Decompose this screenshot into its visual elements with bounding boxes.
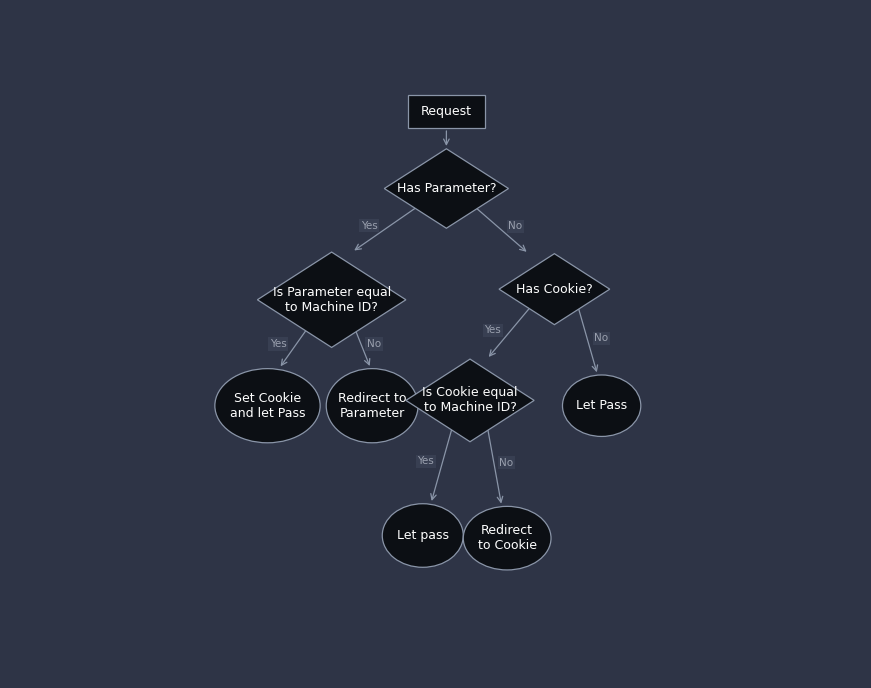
Ellipse shape: [563, 375, 641, 436]
Text: Yes: Yes: [484, 325, 501, 335]
Polygon shape: [384, 149, 509, 228]
Polygon shape: [499, 254, 610, 325]
Text: Redirect to
Parameter: Redirect to Parameter: [338, 391, 407, 420]
Text: Yes: Yes: [417, 456, 434, 466]
Ellipse shape: [327, 369, 418, 443]
Polygon shape: [258, 252, 406, 347]
Text: Yes: Yes: [270, 339, 287, 349]
Ellipse shape: [382, 504, 463, 568]
Text: No: No: [367, 339, 381, 349]
Text: Let pass: Let pass: [397, 529, 449, 542]
Text: Let Pass: Let Pass: [576, 399, 627, 412]
Text: No: No: [508, 222, 523, 231]
Text: Yes: Yes: [361, 221, 378, 230]
Polygon shape: [406, 359, 534, 442]
Text: Request: Request: [421, 105, 472, 118]
Text: Redirect
to Cookie: Redirect to Cookie: [477, 524, 537, 552]
Text: Has Cookie?: Has Cookie?: [516, 283, 593, 296]
Text: Has Parameter?: Has Parameter?: [396, 182, 496, 195]
Ellipse shape: [215, 369, 321, 443]
Text: Is Parameter equal
to Machine ID?: Is Parameter equal to Machine ID?: [273, 286, 391, 314]
FancyBboxPatch shape: [408, 95, 485, 128]
Text: No: No: [594, 333, 608, 343]
Text: No: No: [499, 458, 514, 468]
Text: Is Cookie equal
to Machine ID?: Is Cookie equal to Machine ID?: [422, 387, 517, 414]
Text: Set Cookie
and let Pass: Set Cookie and let Pass: [230, 391, 305, 420]
Ellipse shape: [463, 506, 551, 570]
